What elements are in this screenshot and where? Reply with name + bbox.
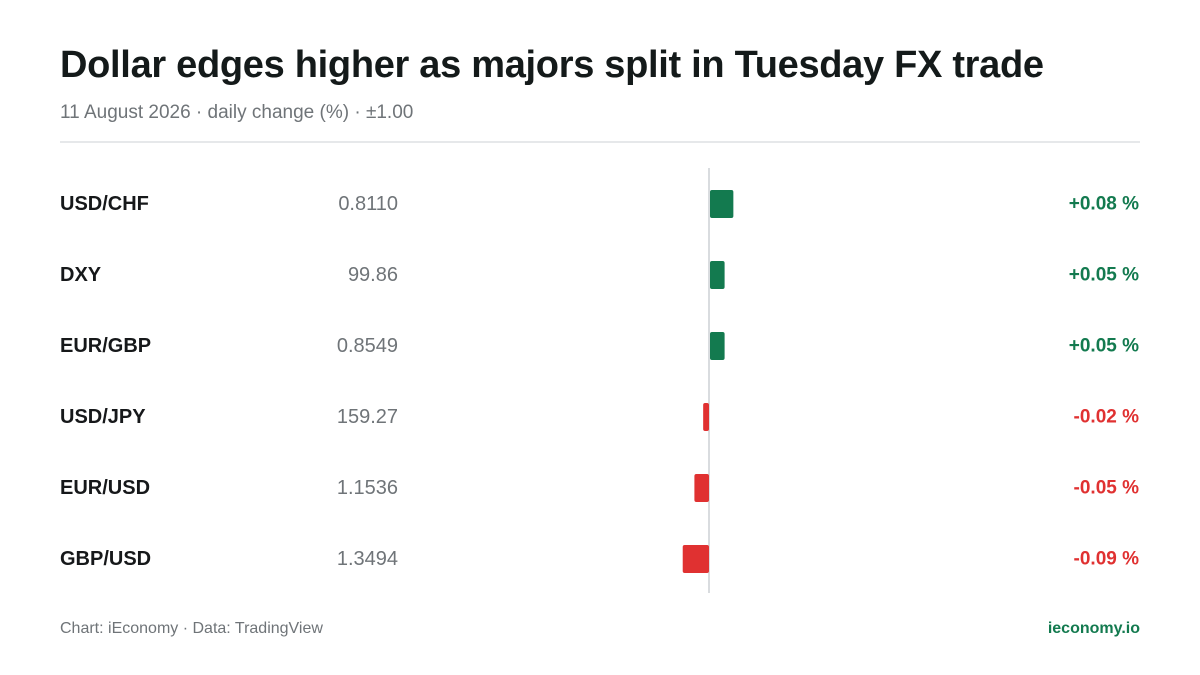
pair-label: EUR/GBP [60, 335, 151, 357]
change-value-label: +0.08 % [1069, 194, 1139, 215]
change-bar [694, 474, 709, 502]
chart-title: Dollar edges higher as majors split in T… [60, 44, 1044, 86]
change-bar [710, 332, 725, 360]
footer-brand-link[interactable]: ieconomy.io [1047, 620, 1140, 637]
change-bar [710, 261, 725, 289]
pair-label: EUR/USD [60, 477, 150, 499]
change-value-label: +0.05 % [1069, 265, 1139, 286]
change-value-label: -0.09 % [1074, 549, 1140, 570]
pair-price: 159.27 [337, 406, 398, 428]
footer-source: Chart: iEconomy · Data: TradingView [60, 620, 323, 637]
pair-price: 0.8549 [337, 335, 398, 357]
change-value-label: -0.05 % [1074, 478, 1140, 499]
pair-price: 99.86 [348, 264, 398, 286]
pair-label: USD/JPY [60, 406, 146, 428]
change-bar [703, 403, 709, 431]
pair-price: 1.3494 [337, 548, 398, 570]
pair-label: USD/CHF [60, 193, 149, 215]
change-value-label: +0.05 % [1069, 336, 1139, 357]
pair-label: DXY [60, 264, 102, 286]
change-value-label: -0.02 % [1074, 407, 1140, 428]
change-bar [682, 545, 709, 573]
chart-subtitle: 11 August 2026 · daily change (%) · ±1.0… [60, 102, 414, 123]
header-divider [60, 141, 1140, 143]
pair-price: 0.8110 [338, 193, 398, 215]
change-bar [710, 190, 734, 218]
pair-label: GBP/USD [60, 548, 151, 570]
pair-price: 1.1536 [337, 477, 398, 499]
